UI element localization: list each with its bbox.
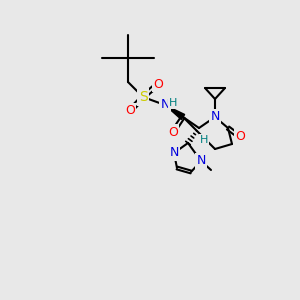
Text: N: N: [196, 154, 206, 167]
Text: N: N: [210, 110, 220, 124]
Text: N: N: [169, 146, 179, 160]
Text: H: H: [169, 98, 177, 108]
Text: O: O: [168, 125, 178, 139]
Polygon shape: [165, 105, 185, 119]
Text: O: O: [125, 104, 135, 118]
Text: O: O: [153, 77, 163, 91]
Text: S: S: [139, 90, 147, 104]
Text: H: H: [200, 135, 208, 145]
Text: N: N: [160, 98, 170, 112]
Text: O: O: [235, 130, 245, 143]
